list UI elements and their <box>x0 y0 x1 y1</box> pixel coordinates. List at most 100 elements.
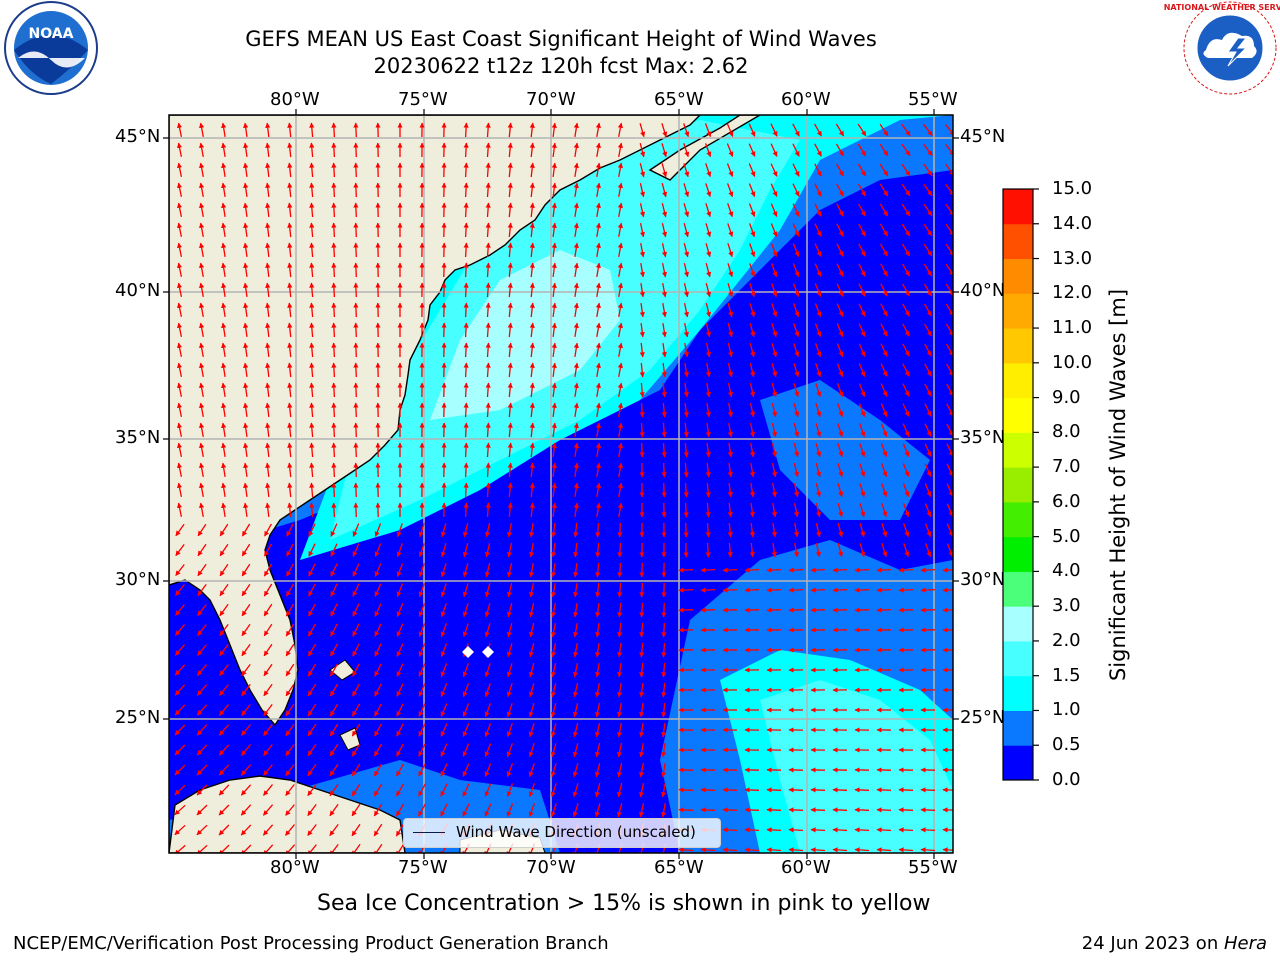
wave-direction-arrow <box>661 402 667 418</box>
wave-direction-arrow <box>595 522 601 538</box>
wave-direction-arrow <box>661 322 667 338</box>
map-frame <box>168 114 954 854</box>
wave-direction-arrow <box>396 523 403 538</box>
colorbar-swatch <box>1003 745 1033 781</box>
wave-direction-arrow <box>528 783 536 798</box>
wave-direction-arrow <box>199 182 205 198</box>
wave-direction-arrow <box>485 442 491 458</box>
wave-direction-arrow <box>462 803 470 817</box>
wave-direction-arrow <box>876 807 892 813</box>
wave-direction-arrow <box>727 422 733 438</box>
lat-tick-left: 40°N <box>115 280 161 301</box>
wave-direction-arrow <box>727 542 733 558</box>
wave-direction-arrow <box>418 663 426 677</box>
wave-direction-arrow <box>219 543 229 557</box>
wave-direction-arrow <box>307 763 317 777</box>
wave-direction-arrow <box>396 643 404 657</box>
wave-direction-arrow <box>661 442 667 458</box>
wave-direction-arrow <box>678 587 694 593</box>
wave-direction-arrow <box>924 523 932 537</box>
wave-direction-arrow <box>353 182 359 198</box>
wave-direction-arrow <box>374 583 382 597</box>
wave-direction-arrow <box>617 122 623 138</box>
wave-direction-arrow <box>573 442 579 458</box>
colorbar-swatch <box>1003 640 1033 677</box>
wave-direction-arrow <box>793 522 799 538</box>
wave-direction-arrow <box>331 442 337 458</box>
wave-direction-arrow <box>683 143 690 158</box>
wave-direction-arrow <box>506 643 513 658</box>
wave-direction-arrow <box>616 783 623 798</box>
wave-direction-arrow <box>551 262 557 277</box>
lat-tick-right: 40°N <box>960 280 1006 301</box>
wave-direction-arrow <box>218 804 230 816</box>
wave-direction-arrow <box>174 844 186 853</box>
wave-direction-arrow <box>858 403 866 417</box>
wave-direction-arrow <box>307 663 317 677</box>
wave-direction-arrow <box>594 702 601 718</box>
chart-subtitle: 20230622 t12z 120h fcst Max: 2.62 <box>373 54 749 78</box>
wave-direction-arrow <box>793 363 800 378</box>
wave-direction-arrow <box>529 122 535 138</box>
run-date: 24 Jun 2023 on <box>1081 933 1224 954</box>
wave-direction-arrow <box>351 723 361 737</box>
wave-direction-arrow <box>307 844 317 853</box>
wave-direction-arrow <box>902 363 910 377</box>
wave-direction-arrow <box>573 122 579 138</box>
wave-direction-arrow <box>309 182 315 198</box>
wave-direction-arrow <box>749 303 756 318</box>
wave-direction-arrow <box>331 282 337 298</box>
wave-direction-arrow <box>771 443 778 458</box>
wave-direction-arrow <box>792 303 800 318</box>
wave-direction-arrow <box>683 243 690 258</box>
wave-direction-arrow <box>373 763 383 777</box>
wave-direction-arrow <box>396 563 404 577</box>
wave-direction-arrow <box>815 403 822 418</box>
wave-direction-arrow <box>898 787 914 793</box>
wave-direction-arrow <box>551 342 557 357</box>
wave-direction-arrow <box>573 242 579 258</box>
wave-direction-arrow <box>722 607 738 613</box>
wave-direction-arrow <box>857 143 867 157</box>
wave-direction-arrow <box>174 724 186 736</box>
wave-direction-arrow <box>551 182 557 197</box>
wave-direction-arrow <box>881 483 888 498</box>
wave-direction-arrow <box>749 383 756 398</box>
wave-direction-arrow <box>528 623 535 638</box>
wave-direction-arrow <box>551 602 557 618</box>
wave-direction-arrow <box>374 563 382 577</box>
wave-direction-arrow <box>287 442 293 458</box>
wave-direction-arrow <box>529 402 535 418</box>
wave-direction-arrow <box>876 607 892 613</box>
wave-direction-arrow <box>920 567 936 573</box>
wave-direction-arrow <box>942 607 953 613</box>
wave-direction-arrow <box>815 443 822 458</box>
wave-direction-arrow <box>528 703 535 718</box>
wave-direction-arrow <box>218 744 230 756</box>
wave-direction-arrow <box>463 482 469 498</box>
wave-direction-arrow <box>285 804 295 816</box>
wave-direction-arrow <box>923 283 933 297</box>
wave-direction-arrow <box>243 142 249 157</box>
wave-direction-arrow <box>331 142 337 158</box>
wave-direction-arrow <box>199 322 205 338</box>
wave-direction-arrow <box>793 503 800 518</box>
wave-direction-arrow <box>946 403 953 417</box>
wave-direction-arrow <box>197 604 207 616</box>
wave-direction-arrow <box>218 724 230 736</box>
wave-direction-arrow <box>880 423 888 437</box>
lon-tick-top: 75°W <box>398 89 448 110</box>
wave-direction-arrow <box>704 143 712 158</box>
wave-direction-arrow <box>484 663 491 678</box>
wave-direction-arrow <box>923 303 933 317</box>
wave-direction-arrow <box>199 262 205 278</box>
wave-direction-arrow <box>353 502 359 518</box>
wave-direction-arrow <box>683 442 689 458</box>
wave-direction-arrow <box>265 402 271 417</box>
wave-direction-arrow <box>902 443 910 457</box>
wave-direction-arrow <box>463 382 469 398</box>
wave-direction-arrow <box>529 462 535 478</box>
wave-direction-arrow <box>551 482 557 497</box>
wave-direction-arrow <box>857 163 867 177</box>
wave-direction-arrow <box>881 503 888 518</box>
